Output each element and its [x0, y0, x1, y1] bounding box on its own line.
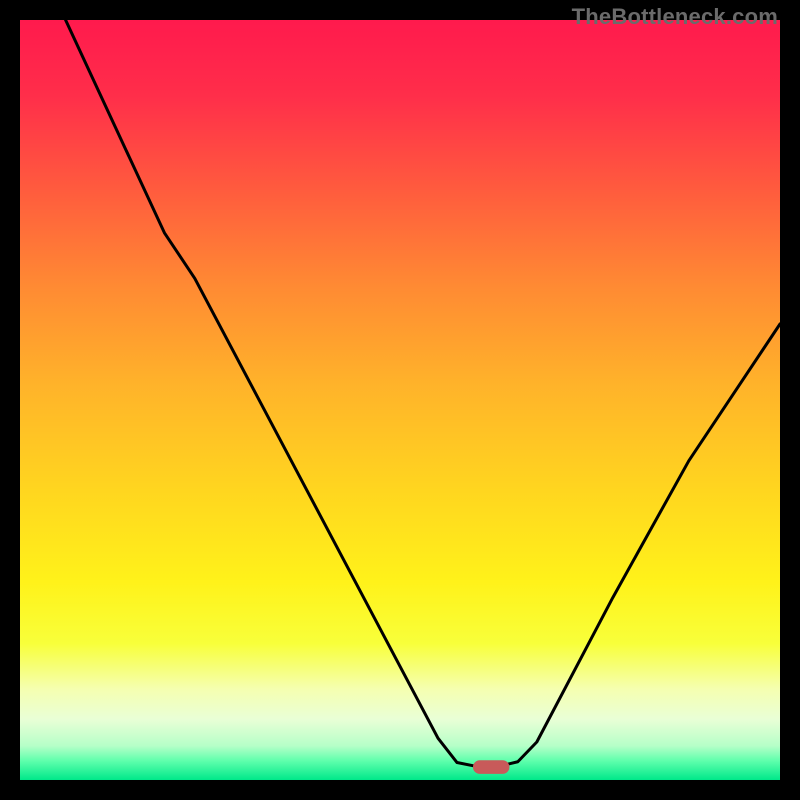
chart-svg — [20, 20, 780, 780]
watermark-text: TheBottleneck.com — [572, 4, 778, 30]
plot-area — [20, 20, 780, 780]
optimal-marker — [473, 760, 509, 774]
chart-frame: TheBottleneck.com — [0, 0, 800, 800]
